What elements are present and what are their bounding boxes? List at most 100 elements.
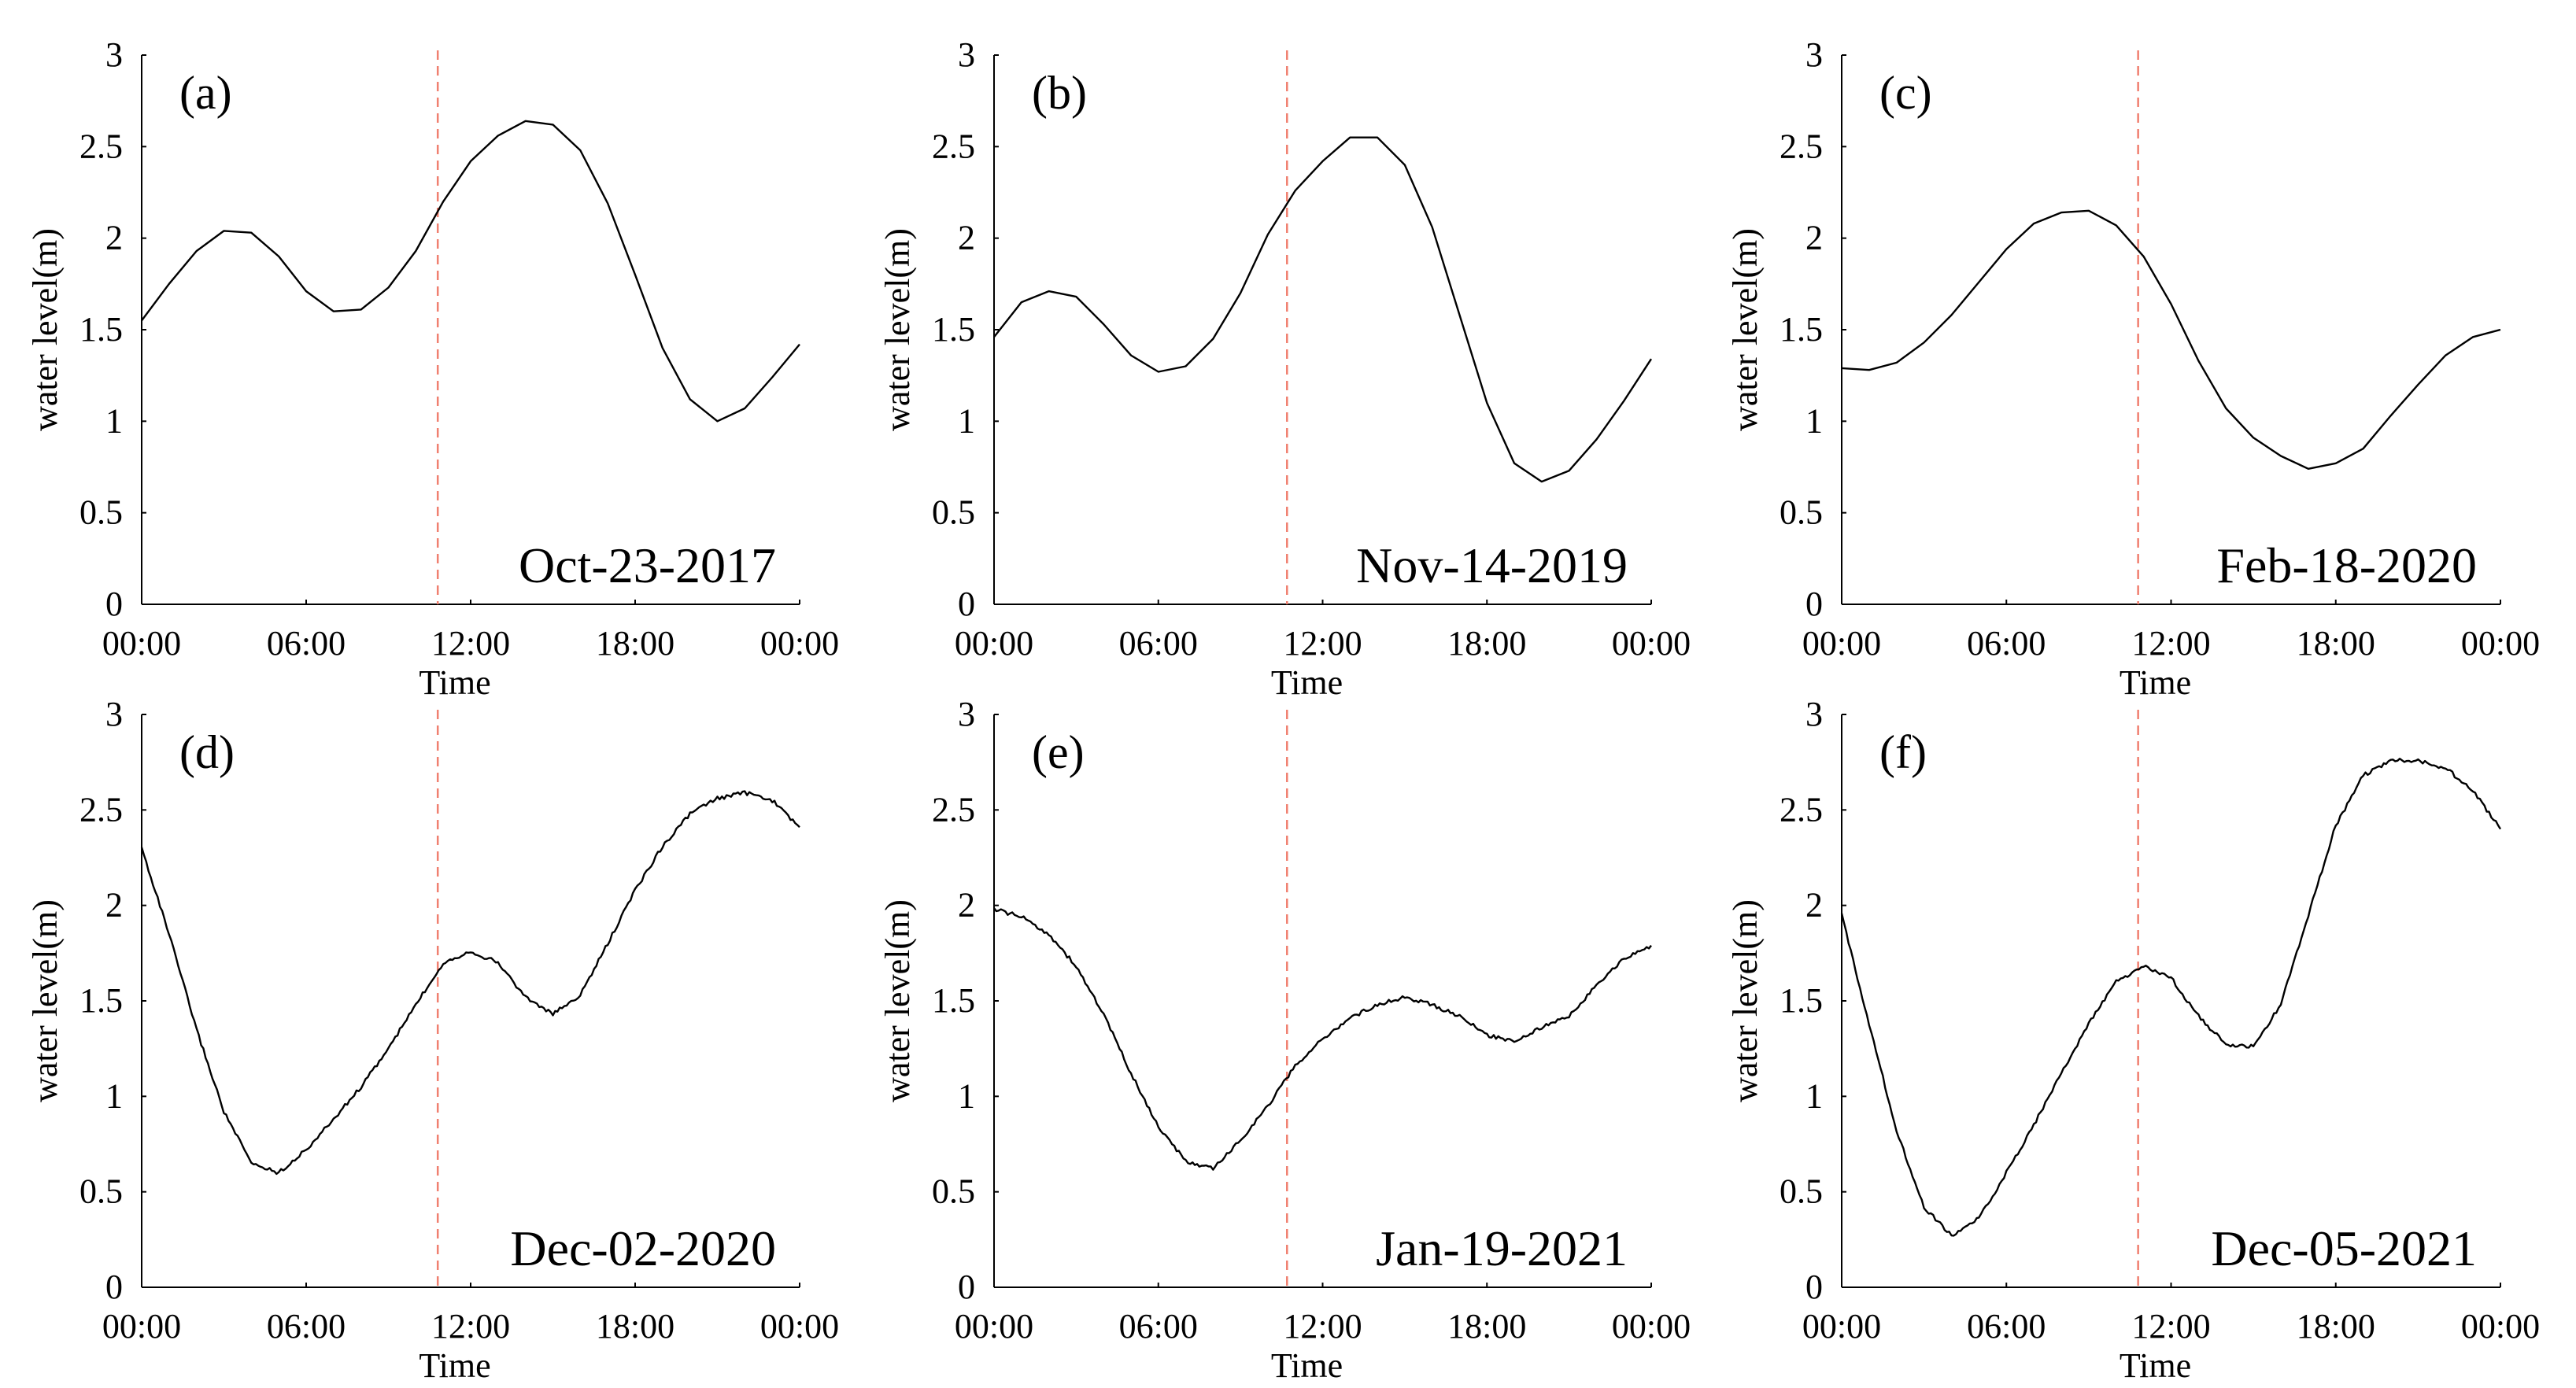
x-tick-label: 18:00 (596, 1307, 674, 1346)
y-tick-label: 1 (105, 1076, 123, 1115)
x-tick-label: 18:00 (1447, 1307, 1526, 1346)
y-tick-label: 0.5 (932, 1172, 975, 1211)
y-axis-title: water level(m) (1726, 899, 1765, 1102)
date-label: Dec-05-2021 (2211, 1220, 2477, 1276)
y-tick-label: 0.5 (79, 1172, 123, 1211)
panel-label: (c) (1879, 67, 1932, 119)
panel-label: (a) (179, 67, 232, 119)
x-axis-title: Time (1271, 1346, 1343, 1385)
y-tick-label: 0 (105, 585, 123, 623)
y-tick-label: 2 (105, 219, 123, 257)
y-tick-label: 1.5 (79, 310, 123, 349)
chart-panel-f: 0 0.5 1 1.5 2 2.5 3 00:00 06:00 12:00 18:00 00:00 Ti… (1726, 695, 2540, 1385)
chart-panel-c: 0 0.5 1 1.5 2 2.5 3 00:00 06:00 12:00 18:00 00:00 Ti… (1726, 35, 2540, 702)
y-tick-label: 1 (1805, 1076, 1823, 1115)
y-tick-label: 2.5 (79, 790, 123, 829)
x-tick-label: 06:00 (1119, 1307, 1198, 1346)
x-tick-label: 00:00 (1802, 1307, 1881, 1346)
y-tick-label: 1.5 (79, 981, 123, 1020)
y-axis-title: water level(m) (878, 228, 917, 431)
y-tick-label: 2.5 (932, 127, 975, 165)
water-level-series-line (140, 790, 800, 1176)
panel-label: (e) (1032, 726, 1085, 778)
y-tick-label: 0 (958, 585, 975, 623)
x-tick-label: 12:00 (431, 1307, 510, 1346)
y-tick-label: 2.5 (79, 127, 123, 165)
panel-label: (b) (1032, 67, 1087, 119)
x-tick-label: 00:00 (955, 1307, 1033, 1346)
x-tick-label: 06:00 (1119, 624, 1198, 663)
x-tick-label: 12:00 (1283, 624, 1362, 663)
y-tick-label: 2.5 (1780, 127, 1823, 165)
x-tick-label: 00:00 (102, 624, 181, 663)
chart-panel-b: 0 0.5 1 1.5 2 2.5 3 00:00 06:00 12:00 18:00 00:00 Ti… (878, 35, 1691, 702)
x-tick-label: 12:00 (431, 624, 510, 663)
y-tick-label: 2 (1805, 219, 1823, 257)
panel-label: (d) (179, 726, 235, 778)
y-tick-label: 2.5 (932, 790, 975, 829)
x-tick-label: 18:00 (1447, 624, 1526, 663)
y-tick-label: 2 (1805, 886, 1823, 925)
y-tick-label: 3 (105, 35, 123, 74)
y-tick-label: 3 (1805, 35, 1823, 74)
y-axis-title: water level(m) (878, 899, 917, 1102)
x-tick-label: 00:00 (1612, 624, 1691, 663)
y-tick-label: 0.5 (79, 493, 123, 532)
y-tick-label: 2 (958, 886, 975, 925)
x-tick-label: 00:00 (1802, 624, 1881, 663)
date-label: Dec-02-2020 (510, 1220, 776, 1276)
x-tick-label: 00:00 (760, 624, 839, 663)
y-tick-label: 3 (958, 35, 975, 74)
y-tick-label: 3 (1805, 695, 1823, 733)
y-tick-label: 0 (958, 1268, 975, 1306)
y-tick-label: 0 (1805, 585, 1823, 623)
x-axis-title: Time (1271, 663, 1343, 702)
y-axis-title: water level(m) (1726, 228, 1765, 431)
x-tick-label: 00:00 (102, 1307, 181, 1346)
y-tick-label: 0 (1805, 1268, 1823, 1306)
x-tick-label: 12:00 (2131, 624, 2210, 663)
x-tick-label: 06:00 (267, 624, 346, 663)
x-axis-title: Time (419, 1346, 490, 1385)
y-tick-label: 1 (105, 401, 123, 440)
y-axis-title: water level(m) (26, 228, 65, 431)
x-tick-label: 12:00 (1283, 1307, 1362, 1346)
water-level-series-line (1840, 758, 2502, 1237)
chart-panel-d: 0 0.5 1 1.5 2 2.5 3 00:00 06:00 12:00 18:00 00:00 Ti… (26, 695, 839, 1385)
x-axis-title: Time (2120, 663, 2191, 702)
x-tick-label: 18:00 (2297, 624, 2375, 663)
y-tick-label: 3 (105, 695, 123, 733)
water-level-series-line (1841, 209, 2501, 470)
y-tick-label: 0.5 (932, 493, 975, 532)
y-tick-label: 0.5 (1780, 493, 1823, 532)
x-axis-title: Time (419, 663, 490, 702)
date-label: Jan-19-2021 (1376, 1220, 1628, 1276)
date-label: Feb-18-2020 (2216, 537, 2477, 593)
y-tick-label: 1.5 (1780, 981, 1823, 1020)
x-tick-label: 12:00 (2131, 1307, 2210, 1346)
y-tick-label: 2 (958, 219, 975, 257)
water-level-series-line (141, 120, 800, 423)
water-level-series-line (993, 136, 1653, 483)
x-tick-label: 06:00 (267, 1307, 346, 1346)
x-axis-title: Time (2120, 1346, 2191, 1385)
y-axis-title: water level(m) (26, 899, 65, 1102)
x-tick-label: 06:00 (1967, 1307, 2046, 1346)
y-tick-label: 3 (958, 695, 975, 733)
date-label: Oct-23-2017 (519, 537, 776, 593)
chart-panel-a: 0 0.5 1 1.5 2 2.5 3 00:00 06:00 12:00 18:00 00:00 Ti… (26, 35, 839, 702)
y-tick-label: 1.5 (932, 310, 975, 349)
y-tick-label: 0 (105, 1268, 123, 1306)
x-tick-label: 18:00 (596, 624, 674, 663)
x-tick-label: 00:00 (2461, 1307, 2540, 1346)
y-tick-label: 2.5 (1780, 790, 1823, 829)
chart-panel-e: 0 0.5 1 1.5 2 2.5 3 00:00 06:00 12:00 18:00 00:00 Ti… (878, 695, 1691, 1385)
y-tick-label: 0.5 (1780, 1172, 1823, 1211)
x-tick-label: 00:00 (955, 624, 1033, 663)
date-label: Nov-14-2019 (1356, 537, 1628, 593)
panel-label: (f) (1879, 726, 1927, 778)
x-tick-label: 06:00 (1967, 624, 2046, 663)
water-level-series-line (993, 907, 1652, 1171)
x-tick-label: 18:00 (2297, 1307, 2375, 1346)
